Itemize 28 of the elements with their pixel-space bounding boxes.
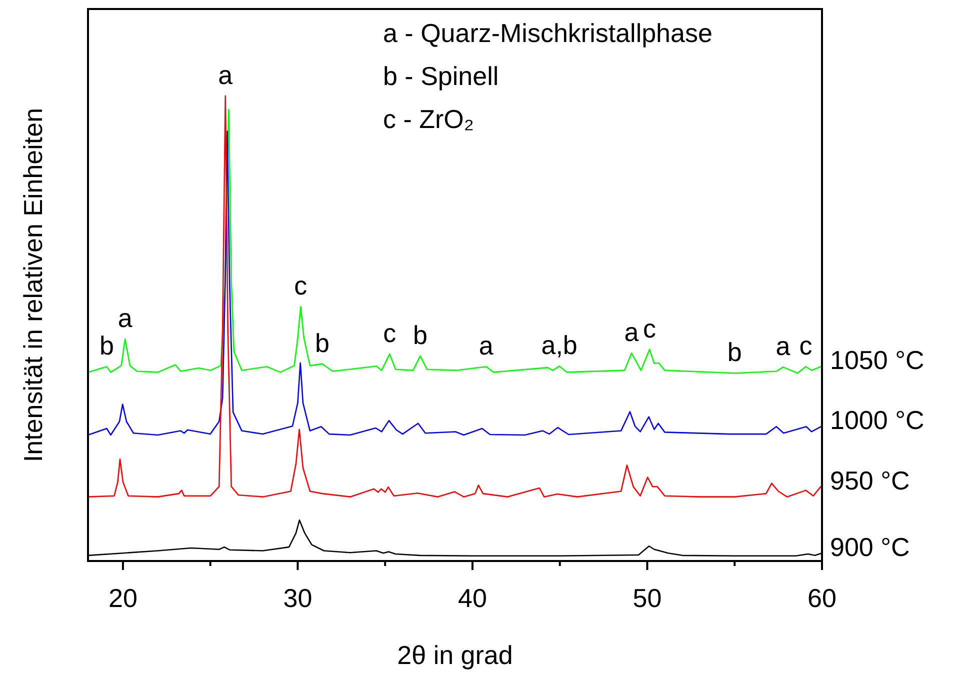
x-tick-label: 60: [808, 583, 836, 613]
annotation: a,b: [541, 330, 578, 360]
annotation: b: [727, 337, 742, 368]
x-tick-label: 50: [632, 583, 662, 613]
series-label: 950 °C: [830, 465, 910, 496]
annotation: a: [624, 317, 640, 348]
series-label: 1050 °C: [830, 345, 924, 376]
annotation: c: [799, 330, 812, 361]
series-label: 1000 °C: [830, 405, 924, 436]
series-label: 900 °C: [830, 532, 910, 562]
text: a - Quarz-Mischkristallphase: [383, 18, 712, 48]
annotation: c: [383, 318, 396, 348]
annotation: b: [99, 330, 114, 361]
annotation: b: [412, 320, 428, 350]
annotation: a: [218, 60, 234, 90]
text: b - Spinell: [383, 61, 499, 91]
x-tick-label: 40: [458, 583, 487, 613]
x-tick-label: 30: [283, 583, 312, 613]
annotation: a: [118, 303, 133, 334]
annotation: c: [643, 313, 656, 344]
annotation: a: [776, 331, 791, 362]
y-axis-title: Intensität in relativen Einheiten: [18, 108, 48, 462]
annotation: a: [478, 330, 494, 361]
x-tick-label: 20: [108, 583, 138, 613]
x-axis-title: 2θ in grad: [397, 640, 513, 670]
annotation: c: [294, 270, 308, 301]
annotation: b: [314, 328, 330, 358]
annotation: c - ZrO₂: [383, 104, 474, 134]
